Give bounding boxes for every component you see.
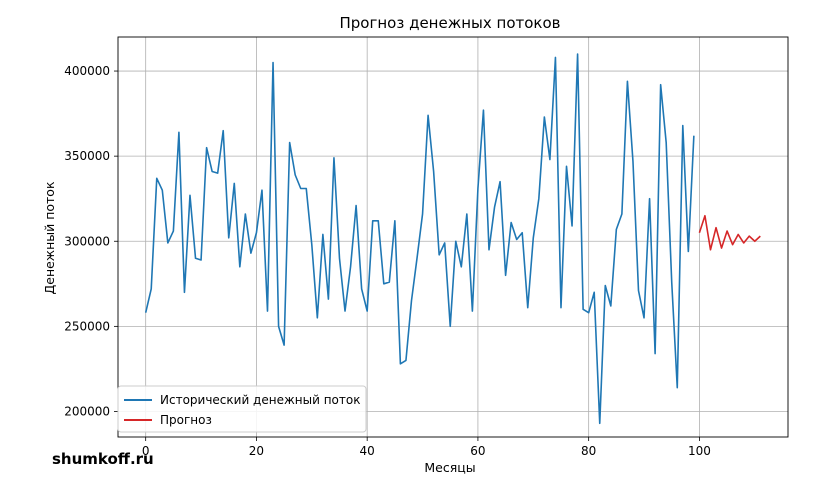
y-axis-label: Денежный поток xyxy=(42,181,57,294)
grid xyxy=(118,37,788,437)
y-tick-label: 400000 xyxy=(64,64,110,78)
x-tick-label: 80 xyxy=(581,444,596,458)
chart-title: Прогноз денежных потоков xyxy=(339,14,560,32)
legend-box xyxy=(117,385,367,433)
plot-frame xyxy=(117,36,789,438)
series-layer xyxy=(144,53,761,425)
x-tick-label: 0 xyxy=(142,444,150,458)
y-tick-label: 350000 xyxy=(64,149,110,163)
y-tick-label: 200000 xyxy=(64,404,110,418)
x-tick-label: 100 xyxy=(688,444,711,458)
x-tick-label: 60 xyxy=(470,444,485,458)
legend: Исторический денежный поток Прогноз xyxy=(117,385,367,433)
y-tick-label: 250000 xyxy=(64,319,110,333)
series-line-historical xyxy=(144,53,695,425)
ticks: 0 20 40 60 80 100 200000 250000 300000 350000 4000… xyxy=(64,64,711,458)
legend-label-forecast: Прогноз xyxy=(160,413,212,427)
y-tick-label: 300000 xyxy=(64,234,110,248)
x-axis-label: Месяцы xyxy=(424,460,475,475)
legend-label-historical: Исторический денежный поток xyxy=(160,393,360,407)
x-tick-label: 20 xyxy=(249,444,264,458)
series-line-forecast xyxy=(698,214,761,251)
watermark: shumkoff.ru xyxy=(52,450,154,468)
x-tick-label: 40 xyxy=(360,444,375,458)
